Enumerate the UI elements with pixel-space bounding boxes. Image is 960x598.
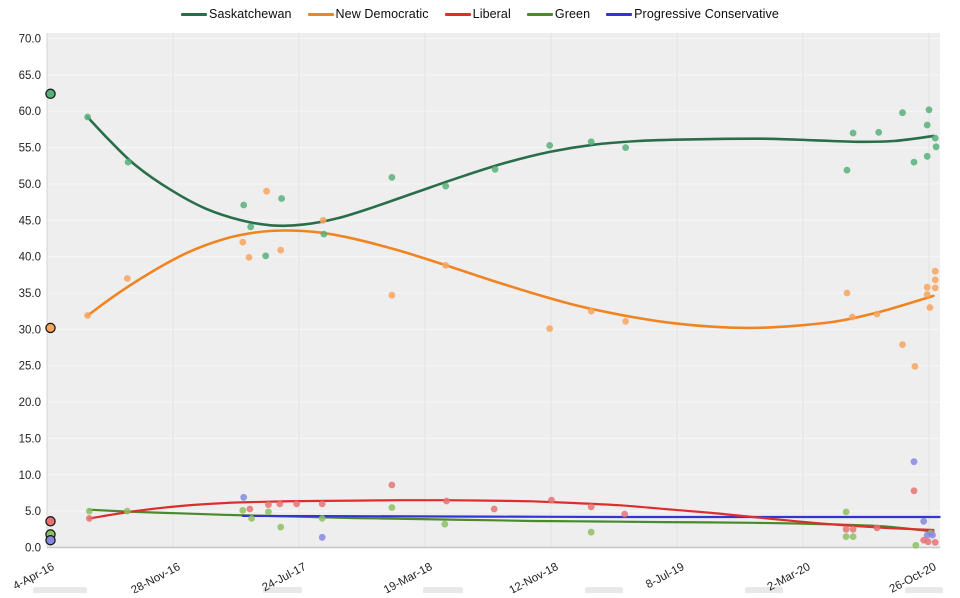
svg-text:40.0: 40.0 <box>19 252 41 264</box>
cutoff-table-cell <box>423 587 463 593</box>
svg-text:10.0: 10.0 <box>19 470 41 482</box>
legend-label: Liberal <box>472 7 511 21</box>
svg-text:30.0: 30.0 <box>19 324 41 336</box>
svg-text:26-Oct-20: 26-Oct-20 <box>888 561 939 593</box>
election-marker-liberal <box>45 516 56 527</box>
svg-text:24-Jul-17: 24-Jul-17 <box>260 561 308 593</box>
plot-area <box>47 33 940 548</box>
trend-line-new-democratic <box>86 229 935 330</box>
cutoff-table-cell <box>263 587 302 593</box>
y-gridlines <box>47 38 940 512</box>
svg-text:15.0: 15.0 <box>19 433 41 445</box>
election-marker-progressive-conservative <box>45 534 56 546</box>
svg-text:20.0: 20.0 <box>19 397 41 409</box>
svg-text:12-Nov-18: 12-Nov-18 <box>507 561 560 593</box>
svg-text:50.0: 50.0 <box>19 179 41 191</box>
scatter-liberal <box>85 481 939 546</box>
legend-swatch-icon <box>526 12 553 16</box>
svg-text:60.0: 60.0 <box>19 106 41 118</box>
legend-item-liberal: Liberal <box>444 7 511 21</box>
trend-line-liberal <box>88 499 935 532</box>
svg-text:70.0: 70.0 <box>19 34 41 46</box>
svg-text:35.0: 35.0 <box>19 288 41 300</box>
legend-item-progressive-conservative: Progressive Conservative <box>606 7 779 21</box>
scatter-new-democratic <box>84 187 939 370</box>
svg-text:28-Nov-16: 28-Nov-16 <box>129 561 182 593</box>
legend-label: Progressive Conservative <box>634 7 779 21</box>
legend-item-new-democratic: New Democratic <box>307 7 429 21</box>
legend-item-green: Green <box>526 7 591 21</box>
svg-text:0.0: 0.0 <box>25 543 41 555</box>
svg-text:5.0: 5.0 <box>25 506 41 518</box>
election-marker-saskatchewan <box>45 88 56 100</box>
x-axis-labels: 4-Apr-16 28-Nov-16 24-Jul-17 19-Mar-18 12-No… <box>11 561 939 597</box>
legend-item-saskatchewan: Saskatchewan <box>181 7 292 21</box>
cutoff-table-cell <box>905 587 943 593</box>
svg-text:8-Jul-19: 8-Jul-19 <box>644 561 686 591</box>
legend-label: Green <box>554 7 591 21</box>
svg-text:25.0: 25.0 <box>19 361 41 373</box>
svg-text:45.0: 45.0 <box>19 215 41 227</box>
cutoff-table-cell <box>585 587 623 593</box>
legend-swatch-icon <box>444 12 471 16</box>
svg-text:55.0: 55.0 <box>19 143 41 155</box>
svg-text:2-Mar-20: 2-Mar-20 <box>766 561 813 593</box>
svg-text:4-Apr-16: 4-Apr-16 <box>11 561 56 593</box>
svg-text:19-Mar-18: 19-Mar-18 <box>382 561 434 593</box>
legend-swatch-icon <box>307 12 334 16</box>
trend-line-saskatchewan <box>86 115 935 228</box>
legend-swatch-icon <box>606 12 633 16</box>
cutoff-table-cell <box>33 587 87 593</box>
svg-text:65.0: 65.0 <box>19 70 41 82</box>
election-marker-new-democratic <box>45 322 56 334</box>
trend-line-progressive-conservative <box>241 514 941 519</box>
y-axis-labels: 0.0 5.0 10.0 15.0 20.0 25.0 30.0 35.0 40.0 45.0 50… <box>19 34 41 555</box>
chart-legend: Saskatchewan New Democratic Liberal Green Pr… <box>0 7 960 21</box>
trend-line-green <box>88 508 935 533</box>
scatter-saskatchewan <box>84 106 940 260</box>
cutoff-table-cell <box>745 587 783 593</box>
legend-label: New Democratic <box>335 7 429 21</box>
legend-label: Saskatchewan <box>209 7 292 21</box>
legend-swatch-icon <box>181 12 208 16</box>
scatter-progressive-conservative <box>240 458 936 541</box>
x-gridlines <box>46 33 930 548</box>
